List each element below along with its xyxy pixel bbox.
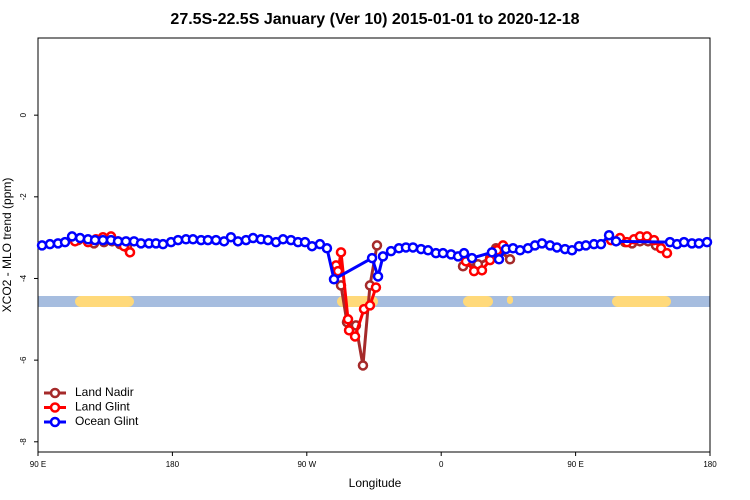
point bbox=[504, 254, 516, 265]
point bbox=[357, 360, 369, 371]
point bbox=[349, 331, 361, 342]
point bbox=[335, 247, 347, 258]
point bbox=[458, 247, 470, 259]
y-tick-label: -4 bbox=[19, 274, 28, 282]
land-patch bbox=[612, 296, 671, 307]
point bbox=[580, 240, 592, 251]
point bbox=[210, 234, 222, 246]
point bbox=[466, 252, 478, 264]
point bbox=[157, 238, 169, 250]
point bbox=[486, 247, 498, 258]
point bbox=[366, 252, 378, 264]
y-tick-label: -6 bbox=[19, 356, 28, 364]
point bbox=[693, 238, 705, 249]
point bbox=[603, 229, 615, 241]
point bbox=[437, 247, 449, 259]
point bbox=[44, 238, 56, 250]
chart-title: 27.5S-22.5S January (Ver 10) 2015-01-01 … bbox=[170, 11, 579, 28]
y-axis-label: XCO2 - MLO trend (ppm) bbox=[0, 178, 14, 313]
point bbox=[187, 234, 199, 245]
x-axis-label: Longitude bbox=[349, 476, 402, 490]
y-tick-label: -8 bbox=[19, 438, 28, 446]
point bbox=[66, 231, 78, 242]
point bbox=[321, 243, 333, 254]
legend-marker bbox=[49, 387, 61, 399]
point bbox=[342, 314, 354, 325]
land-patch bbox=[463, 296, 493, 307]
legend-label: Land Nadir bbox=[75, 385, 134, 399]
point bbox=[370, 282, 382, 293]
point bbox=[372, 271, 384, 282]
point bbox=[97, 234, 109, 246]
legend-label: Ocean Glint bbox=[75, 414, 139, 428]
y-tick-label: 0 bbox=[19, 112, 28, 117]
land-patch bbox=[507, 296, 513, 304]
point bbox=[364, 300, 376, 311]
point bbox=[343, 325, 355, 336]
point bbox=[371, 240, 383, 251]
legend-marker bbox=[49, 416, 61, 428]
point bbox=[59, 236, 71, 248]
legend-label: Land Glint bbox=[75, 400, 130, 414]
point bbox=[377, 251, 389, 262]
point bbox=[124, 247, 136, 258]
x-tick-label: 180 bbox=[703, 460, 717, 469]
point bbox=[262, 234, 274, 246]
point bbox=[476, 265, 488, 276]
point bbox=[701, 236, 713, 248]
point bbox=[232, 236, 244, 247]
x-tick-label: 90 W bbox=[297, 460, 316, 469]
point bbox=[678, 236, 690, 248]
point bbox=[407, 242, 419, 253]
point bbox=[661, 247, 673, 259]
point bbox=[202, 234, 214, 246]
point bbox=[493, 254, 505, 265]
point bbox=[332, 265, 344, 277]
x-tick-label: 90 E bbox=[30, 460, 46, 469]
legend-marker bbox=[49, 402, 61, 413]
point bbox=[120, 236, 132, 247]
point bbox=[74, 232, 86, 244]
point bbox=[595, 238, 607, 250]
point bbox=[328, 274, 340, 285]
x-tick-label: 90 E bbox=[567, 460, 583, 469]
y-tick-label: -2 bbox=[19, 193, 28, 201]
point bbox=[247, 232, 259, 244]
land-patch bbox=[75, 296, 134, 307]
x-tick-label: 180 bbox=[166, 460, 180, 469]
point bbox=[536, 238, 548, 249]
point bbox=[610, 236, 622, 247]
x-tick-label: 0 bbox=[439, 460, 444, 469]
point bbox=[36, 240, 48, 251]
point bbox=[551, 242, 563, 253]
